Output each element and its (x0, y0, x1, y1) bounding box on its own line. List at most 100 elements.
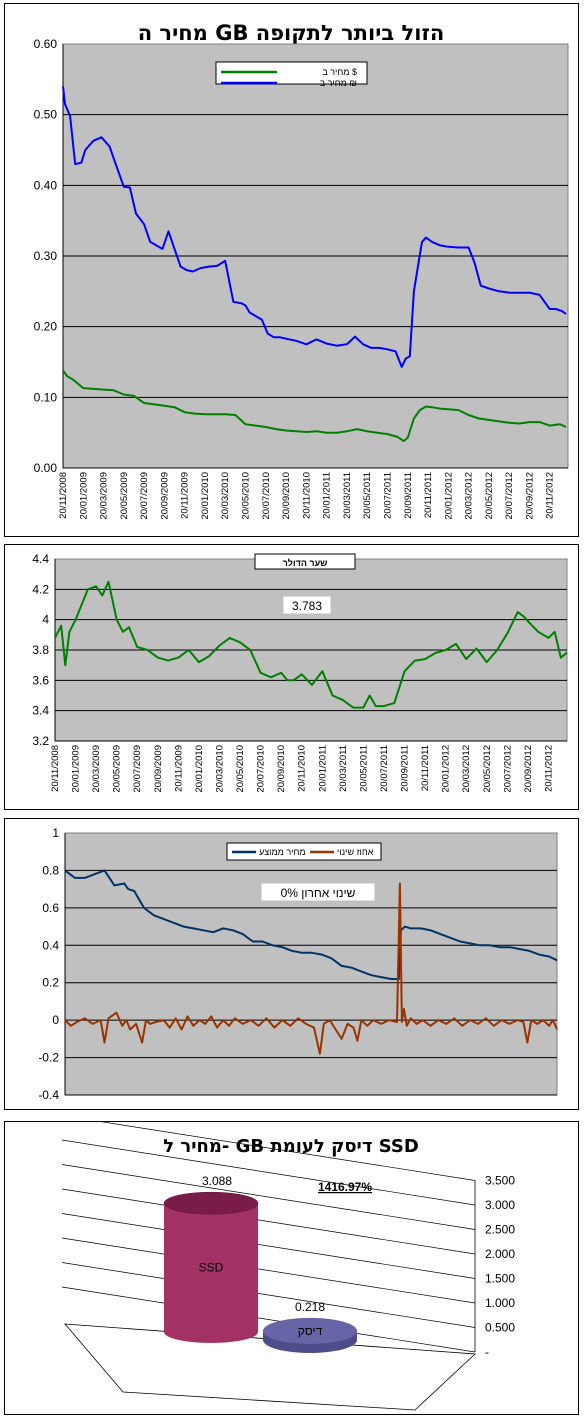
gridline (61, 1262, 476, 1328)
x-tick-label: 20/05/2009 (112, 745, 123, 793)
x-tick-label: 20/05/2010 (241, 472, 252, 520)
x-tick-label: 20/03/2011 (342, 472, 353, 519)
y-tick-label: 0.6 (42, 901, 59, 915)
dollar-rate-chart: 3.2 3.4 3.6 3.8 4 4.2 4.4 20/11/2008 20/01/2009 2… (32, 552, 568, 793)
series-line-1 (62, 86, 567, 368)
x-tick-label: 20/01/2011 (317, 745, 328, 792)
annotation: 1416.97% (318, 1180, 372, 1194)
annotation: 3.783 (292, 599, 322, 613)
x-tick-label: 20/09/2010 (281, 472, 292, 520)
average-price-chart: -0.4 -0.2 0 0.2 0.4 0.6 0.8 1 מחיר ממוצע אחוז שינ… (38, 826, 558, 1102)
x-tick-label: 20/09/2009 (153, 745, 164, 793)
series-line-2 (64, 882, 558, 1055)
x-tick-label: 20/03/2010 (220, 472, 231, 520)
x-tick-label: 20/09/2009 (159, 472, 170, 520)
gridline (61, 1237, 476, 1304)
y-tick-label: - (485, 1345, 489, 1359)
gridline (61, 1213, 476, 1279)
chart-title: מחיר ל- GB דיסק לעומת SSD (163, 1136, 419, 1157)
y-tick-label: 3.000 (485, 1198, 515, 1212)
x-tick-label: 20/05/2009 (119, 472, 130, 520)
bar-ssd-bottom (164, 1321, 258, 1343)
cheapest-gb-price-panel: מחיר ה GB הזול ביותר לתקופה 0.00 0.10 0.20 0… (4, 3, 579, 537)
bar-ssd-top (163, 1191, 259, 1215)
x-tick-label: 20/01/2010 (194, 745, 205, 793)
y-tick-label: 4.4 (32, 552, 49, 566)
y-tick-label: 2.000 (485, 1247, 515, 1261)
x-tick-label: 20/03/2010 (214, 745, 225, 793)
x-tick-label: 20/03/2009 (99, 472, 110, 520)
bar-disk-label: דיסק (298, 1324, 323, 1338)
y-tick-label: 3.6 (32, 673, 49, 687)
x-tick-label: 20/03/2011 (338, 745, 349, 792)
y-tick-label: 0.60 (34, 37, 58, 51)
x-tick-label: 20/11/2008 (50, 745, 61, 792)
x-tick-label: 20/01/2009 (71, 745, 82, 793)
y-tick-label: 0.2 (42, 976, 59, 990)
x-tick-label: 20/01/2009 (78, 472, 89, 520)
x-tick-label: 20/07/2010 (261, 472, 272, 520)
y-tick-label: 4 (42, 613, 49, 627)
x-tick-label: 20/11/2012 (545, 472, 556, 519)
legend-label: מחיר ב $ (322, 67, 357, 77)
y-tick-label: 0.20 (34, 320, 58, 334)
series-line-2 (62, 369, 567, 443)
gridline (61, 1188, 476, 1255)
y-tick-label: 0.8 (42, 863, 59, 877)
x-tick-label: 20/07/2012 (504, 472, 515, 520)
legend-label: מחיר ב ₪ (320, 78, 357, 88)
annotation-box (282, 595, 332, 615)
x-tick-label: 20/11/2009 (180, 472, 191, 519)
x-tick-label: 20/07/2012 (502, 745, 513, 793)
bar-ssd-label: SSD (199, 1261, 224, 1275)
x-tick-label: 20/01/2011 (322, 472, 333, 519)
x-tick-label: 20/05/2010 (235, 745, 246, 793)
x-tick-label: 20/05/2011 (358, 745, 369, 792)
chart-title: שער הדולר (283, 558, 328, 568)
bar-ssd-body (164, 1203, 258, 1332)
x-tick-label: 20/07/2011 (382, 472, 393, 519)
ssd-vs-disk-panel: מחיר ל- GB דיסק לעומת SSD - 0.500 1.000 1.50… (4, 1121, 579, 1415)
x-tick-label: 20/01/2010 (200, 472, 211, 520)
y-tick-label: 0.50 (34, 108, 58, 122)
y-tick-label: 3.500 (485, 1174, 515, 1188)
y-tick-label: 4.2 (32, 582, 49, 596)
y-tick-label: 3.2 (32, 734, 49, 748)
y-tick-label: 0.500 (485, 1321, 515, 1335)
x-tick-label: 20/09/2011 (400, 745, 411, 792)
x-tick-label: 20/01/2012 (441, 745, 452, 793)
legend-label: מחיר ממוצע (259, 847, 306, 857)
dollar-rate-panel: 3.2 3.4 3.6 3.8 4 4.2 4.4 20/11/2008 20/01/2009 2… (4, 544, 579, 810)
gridline (101, 1122, 476, 1181)
gridline (61, 1164, 476, 1230)
y-tick-label: 0.00 (34, 461, 58, 475)
x-tick-label: 20/09/2012 (523, 745, 534, 793)
y-tick-label: 3.8 (32, 643, 49, 657)
x-tick-label: 20/07/2010 (256, 745, 267, 793)
y-tick-label: 1 (52, 826, 59, 840)
legend-box (215, 61, 368, 85)
y-tick-label: 0.4 (42, 938, 59, 952)
x-tick-label: 20/11/2012 (543, 745, 554, 792)
x-tick-label: 20/11/2011 (423, 472, 434, 518)
chart-title: מחיר ה GB הזול ביותר לתקופה (138, 21, 445, 45)
x-tick-label: 20/01/2012 (443, 472, 454, 520)
annotation-box (260, 882, 376, 902)
x-tick-label: 20/05/2012 (482, 745, 493, 793)
data-label-disk: 0.218 (295, 1300, 325, 1314)
cheapest-gb-price-chart: מחיר ה GB הזול ביותר לתקופה 0.00 0.10 0.20 0… (34, 21, 569, 520)
legend-box (226, 842, 382, 861)
average-price-panel: -0.4 -0.2 0 0.2 0.4 0.6 0.8 1 מחיר ממוצע אחוז שינ… (4, 818, 579, 1110)
y-tick-label: 0.40 (34, 178, 58, 192)
y-tick-label: 2.500 (485, 1223, 515, 1237)
y-tick-label: 0.10 (34, 390, 58, 404)
y-tick-label: 0 (52, 1013, 59, 1027)
y-tick-label: -0.4 (38, 1088, 59, 1102)
bar-disk-top (263, 1317, 357, 1344)
x-tick-label: 20/09/2012 (524, 472, 535, 520)
gridline (61, 1286, 476, 1353)
y-tick-label: 3.4 (32, 704, 49, 718)
x-tick-label: 20/11/2011 (420, 745, 431, 791)
title-box (254, 553, 356, 570)
plot-area (64, 832, 558, 1096)
